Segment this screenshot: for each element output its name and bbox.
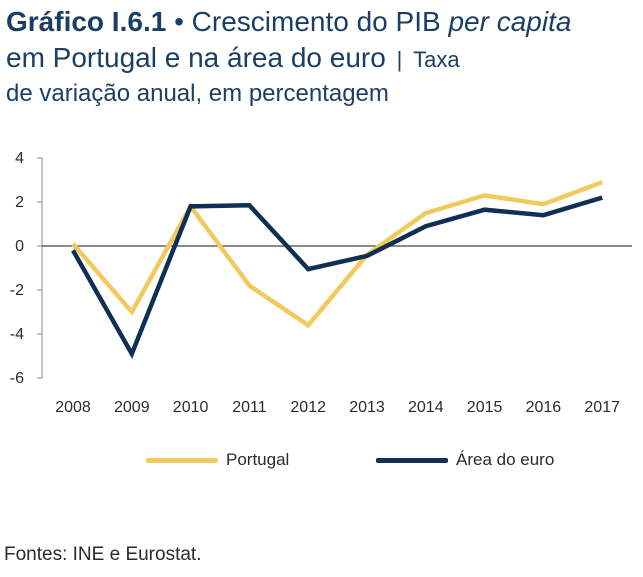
x-tick-label: 2011: [232, 399, 267, 416]
legend-swatch-euro-area: [376, 457, 448, 463]
y-tick-label: 4: [15, 150, 24, 167]
x-tick-label: 2009: [114, 399, 150, 416]
legend-label-portugal: Portugal: [226, 450, 290, 469]
title-separator: |: [396, 47, 403, 72]
y-tick-label: 0: [15, 238, 24, 255]
legend-item-portugal: Portugal: [146, 446, 289, 474]
title-line-3-text: de variação anual, em percentagem: [6, 80, 389, 107]
title-prefix: Gráfico I.6.1: [6, 6, 167, 37]
x-tick-label: 2017: [584, 399, 620, 416]
line-chart: 4 2 0 -2 -4 -6 2008 2009 2010 2011 2012 2013 2014 201…: [10, 150, 632, 416]
source-note: Fontes: INE e Eurostat.: [4, 544, 202, 565]
y-tick-label: -4: [10, 326, 24, 343]
series-line-euro-area: [71, 195, 603, 359]
x-tick-label: 2016: [526, 399, 562, 416]
title-line-2: em Portugal e na área do euro | Taxa: [6, 40, 638, 78]
y-tick-label: -6: [10, 370, 24, 387]
title-italic: per capita: [448, 6, 572, 37]
x-tick-label: 2013: [349, 399, 385, 416]
title-line-2-small: Taxa: [413, 47, 460, 72]
legend-swatch-portugal: [146, 457, 218, 463]
x-tick-label: 2010: [173, 399, 209, 416]
title-line-3: de variação anual, em percentagem: [6, 78, 638, 110]
title-bullet: •: [174, 6, 184, 37]
x-tick-label: 2012: [290, 399, 326, 416]
legend-item-euro-area: Área do euro: [376, 446, 554, 474]
legend-label-euro-area: Área do euro: [456, 450, 555, 469]
y-tick-label: -2: [10, 282, 24, 299]
series-line-portugal: [71, 180, 603, 329]
chart-legend: Portugal Área do euro: [0, 446, 643, 474]
title-line-2-text: em Portugal e na área do euro: [6, 42, 386, 73]
x-tick-label: 2008: [55, 399, 91, 416]
x-tick-label: 2015: [467, 399, 503, 416]
title-main: Crescimento do PIB: [191, 6, 449, 37]
x-tick-label: 2014: [408, 399, 444, 416]
y-tick-label: 2: [15, 194, 24, 211]
title-line-1: Gráfico I.6.1 • Crescimento do PIB per c…: [6, 4, 638, 40]
chart-title: Gráfico I.6.1 • Crescimento do PIB per c…: [6, 4, 638, 110]
